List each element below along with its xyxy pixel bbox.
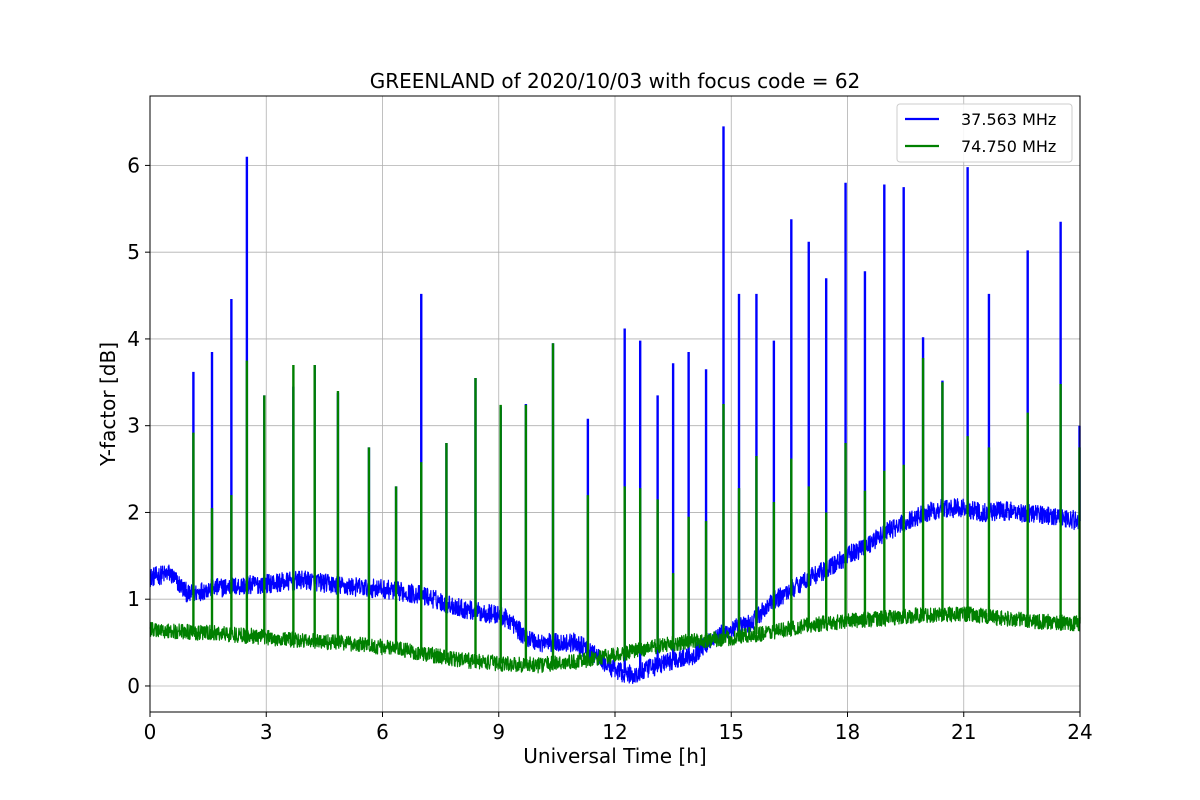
chart-title: GREENLAND of 2020/10/03 with focus code … (370, 69, 861, 93)
y-tick-label: 3 (127, 414, 140, 438)
y-axis-label: Y-factor [dB] (96, 342, 120, 467)
series-noise-line (149, 606, 1081, 674)
x-tick-label: 9 (492, 720, 505, 744)
y-tick-label: 1 (127, 587, 140, 611)
x-tick-label: 12 (602, 720, 627, 744)
legend-box (896, 103, 1073, 163)
series-noise-line (149, 498, 1081, 685)
x-tick-label: 15 (719, 720, 744, 744)
legend-label-74mhz: 74.750 MHz (961, 137, 1056, 156)
y-tick-label: 2 (127, 500, 140, 524)
series-74mhz (149, 343, 1081, 674)
legend: 37.563 MHz 74.750 MHz (896, 103, 1073, 163)
x-axis-label: Universal Time [h] (523, 744, 706, 768)
x-tick-label: 18 (835, 720, 860, 744)
x-tick-label: 21 (951, 720, 976, 744)
x-tick-label: 24 (1067, 720, 1092, 744)
y-tick-label: 0 (127, 674, 140, 698)
plot-area (149, 126, 1081, 685)
y-tick-label: 4 (127, 327, 140, 351)
y-tick-label: 5 (127, 240, 140, 264)
y-tick-label: 6 (127, 153, 140, 177)
x-tick-label: 0 (144, 720, 157, 744)
legend-label-37mhz: 37.563 MHz (961, 110, 1056, 129)
x-tick-label: 6 (376, 720, 389, 744)
x-tick-label: 3 (260, 720, 273, 744)
